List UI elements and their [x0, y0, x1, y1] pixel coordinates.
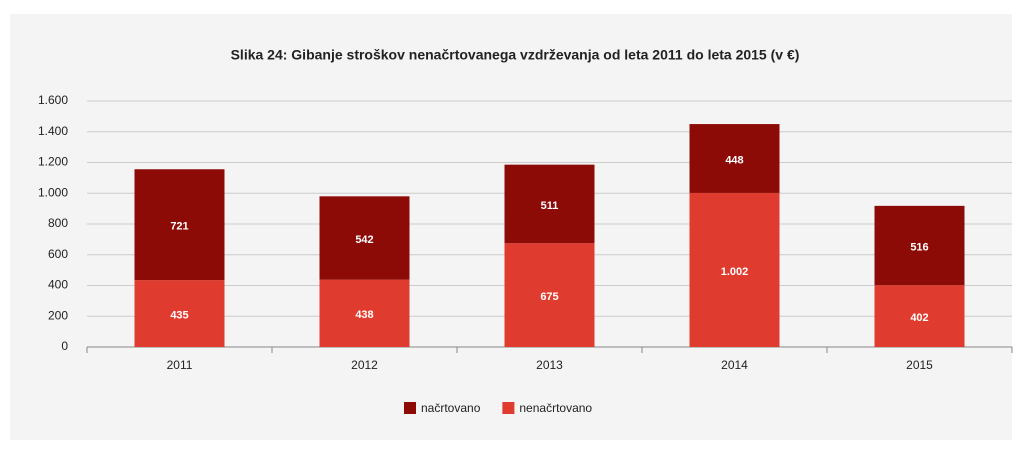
bar-segment [504, 164, 595, 244]
y-tick-label: 600 [48, 247, 68, 261]
bar-segment [319, 279, 410, 347]
value-label: 721 [170, 221, 188, 233]
legend-label: nenačrtovano [519, 401, 592, 415]
x-tick-label: 2015 [906, 358, 933, 372]
value-label: 448 [725, 154, 743, 166]
y-tick-label: 0 [61, 339, 68, 353]
bar-segment [689, 192, 780, 347]
x-tick-label: 2013 [536, 358, 563, 372]
bar-segment [689, 124, 780, 193]
bar-segment [319, 196, 410, 280]
value-label: 542 [355, 234, 373, 246]
value-label: 438 [355, 309, 373, 321]
bar-segment [134, 169, 225, 281]
bar-segment [134, 280, 225, 347]
legend-swatch [404, 402, 416, 414]
y-tick-label: 1.200 [38, 155, 68, 169]
y-tick-label: 1.600 [38, 93, 68, 107]
value-label: 516 [910, 241, 928, 253]
bar-segment [874, 285, 965, 347]
x-tick-label: 2012 [351, 358, 378, 372]
x-tick-label: 2014 [721, 358, 748, 372]
y-tick-label: 400 [48, 278, 68, 292]
value-label: 435 [170, 309, 188, 321]
bar-segment [874, 205, 965, 286]
value-label: 511 [541, 200, 559, 212]
y-tick-label: 1.000 [38, 185, 68, 199]
bar-segment [504, 243, 595, 347]
y-tick-label: 1.400 [38, 124, 68, 138]
x-tick-label: 2011 [167, 358, 193, 372]
y-tick-label: 200 [48, 308, 68, 322]
value-label: 1.002 [721, 266, 749, 278]
value-label: 675 [540, 291, 558, 303]
value-label: 402 [910, 312, 928, 324]
y-tick-label: 800 [48, 216, 68, 230]
chart-title: Slika 24: Gibanje stroškov nenačrtovaneg… [231, 47, 800, 63]
legend-swatch [502, 402, 515, 414]
legend-label: načrtovano [421, 401, 481, 415]
